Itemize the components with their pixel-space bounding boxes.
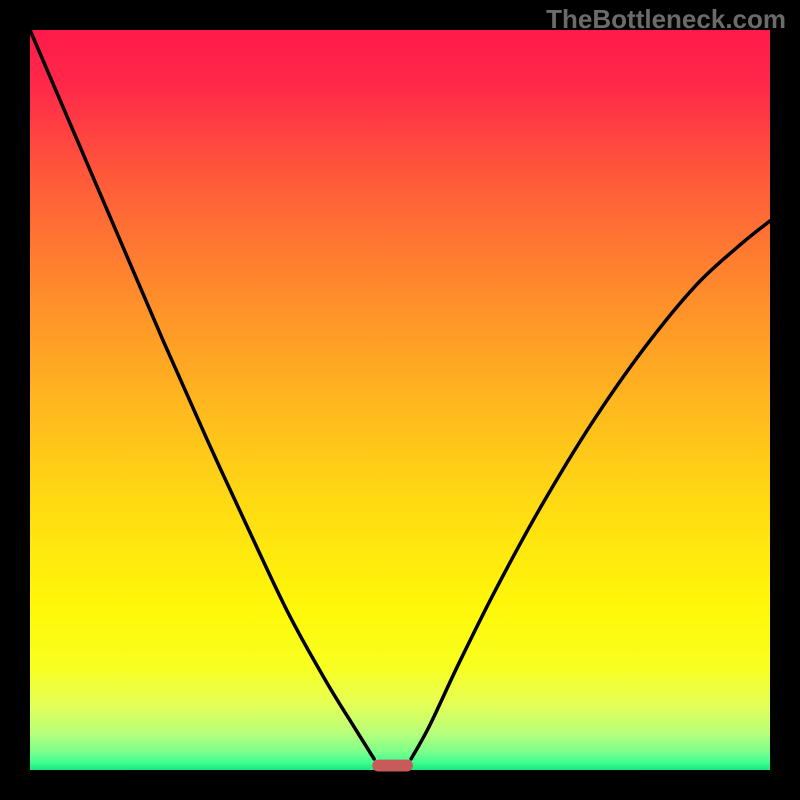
gradient-background [30, 30, 770, 770]
optimum-marker [372, 760, 413, 772]
watermark-text: TheBottleneck.com [546, 4, 786, 35]
chart-canvas [0, 0, 800, 800]
